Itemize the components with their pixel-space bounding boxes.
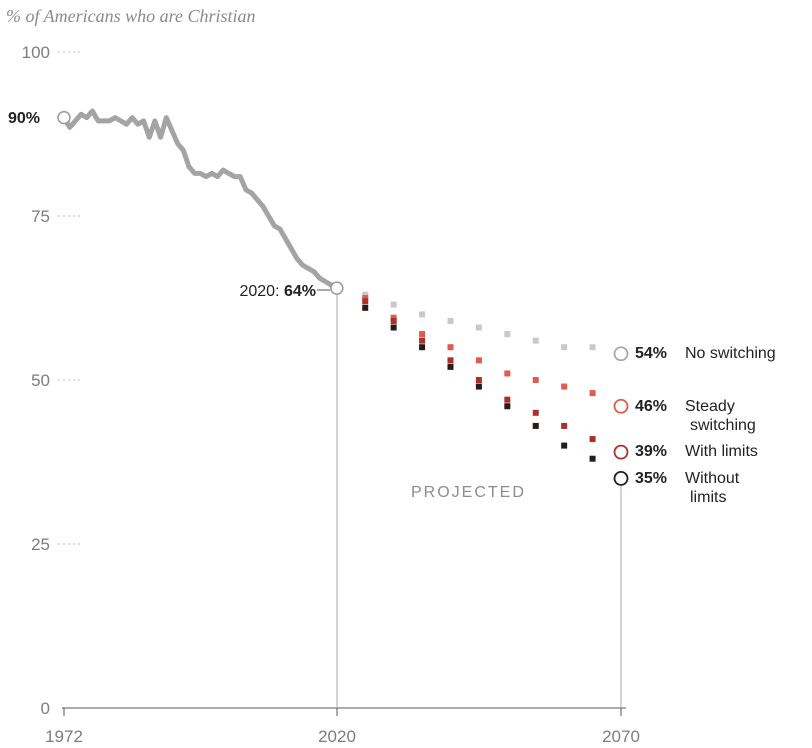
projection-point-no-switching-2050 — [504, 331, 511, 338]
end-marker-steady-switching — [613, 398, 629, 414]
marker-2020 — [330, 281, 344, 295]
projection-point-with-limits-2065 — [589, 436, 596, 443]
projection-point-with-limits-2035 — [419, 337, 426, 344]
x-tick-label-2020: 2020 — [318, 727, 356, 746]
projection-point-without-limits-2065 — [589, 455, 596, 462]
projection-point-without-limits-2030 — [390, 324, 397, 331]
end-value-with-limits: 39% — [635, 443, 667, 460]
projection-point-steady-switching-2065 — [589, 390, 596, 397]
projection-point-without-limits-2055 — [532, 422, 539, 429]
projection-point-no-switching-2025 — [362, 291, 369, 298]
projection-point-with-limits-2060 — [561, 422, 568, 429]
end-value-without-limits: 35% — [635, 470, 667, 487]
projection-point-with-limits-2050 — [504, 396, 511, 403]
x-tick-label-2070: 2070 — [602, 727, 640, 746]
projection-point-without-limits-2060 — [561, 442, 568, 449]
y-tick-label-50: 50 — [31, 371, 50, 390]
projection-point-without-limits-2045 — [475, 383, 482, 390]
projection-point-with-limits-2025 — [362, 298, 369, 305]
projection-point-without-limits-2040 — [447, 363, 454, 370]
series-name-with-limits: With limits — [685, 443, 758, 460]
y-tick-label-25: 25 — [31, 535, 50, 554]
label-2020-value: 64% — [284, 283, 316, 300]
projection-point-no-switching-2035 — [419, 311, 426, 318]
projection-point-no-switching-2060 — [561, 344, 568, 351]
end-marker-no-switching — [613, 346, 629, 362]
y-tick-label-75: 75 — [31, 207, 50, 226]
series-name-no-switching: No switching — [685, 345, 776, 362]
series-name-steady-line1: Steady — [685, 398, 735, 415]
projection-point-steady-switching-2050 — [504, 370, 511, 377]
projection-point-with-limits-2055 — [532, 409, 539, 416]
projection-point-no-switching-2030 — [390, 301, 397, 308]
projection-point-steady-switching-2045 — [475, 357, 482, 364]
end-value-no-switching: 54% — [635, 345, 667, 362]
projection-point-with-limits-2040 — [447, 357, 454, 364]
x-axis: 1972 2020 2070 — [45, 707, 640, 746]
projection-point-without-limits-2035 — [419, 344, 426, 351]
projection-point-steady-switching-2030 — [390, 314, 397, 321]
end-value-steady-switching: 46% — [635, 398, 667, 415]
projection-point-no-switching-2045 — [475, 324, 482, 331]
x-tick-label-1972: 1972 — [45, 727, 83, 746]
label-2020: 2020: 64% — [239, 283, 316, 300]
series-name-steady-line2: switching — [690, 417, 756, 434]
projection-point-steady-switching-2055 — [532, 377, 539, 383]
projection-point-no-switching-2065 — [589, 344, 596, 351]
series-name-without-line1: Without — [685, 470, 740, 487]
projection-point-with-limits-2030 — [390, 317, 397, 324]
projection-point-without-limits-2050 — [504, 403, 511, 410]
label-2020-prefix: 2020: — [239, 283, 283, 300]
projection-point-steady-switching-2060 — [561, 383, 568, 390]
projection-point-steady-switching-2040 — [447, 344, 454, 351]
start-value-label: 90% — [8, 110, 40, 127]
chart-subtitle: % of Americans who are Christian — [6, 6, 256, 26]
start-marker — [57, 110, 71, 125]
projection-point-steady-switching-2025 — [362, 295, 369, 301]
y-tick-label-0: 0 — [41, 699, 50, 718]
end-marker-with-limits — [613, 444, 629, 460]
historical-series-line — [61, 108, 340, 291]
y-tick-label-100: 100 — [22, 43, 50, 62]
projection-point-no-switching-2055 — [532, 337, 539, 344]
projection-point-without-limits-2025 — [362, 304, 369, 311]
projection-point-steady-switching-2035 — [419, 331, 426, 338]
y-axis: 100 75 50 25 0 — [22, 43, 80, 718]
projected-label: PROJECTED — [411, 484, 526, 501]
end-marker-without-limits — [613, 470, 629, 486]
series-name-without-line2: limits — [690, 489, 726, 506]
projection-points — [362, 291, 596, 462]
projection-point-no-switching-2040 — [447, 317, 454, 324]
projection-point-with-limits-2045 — [475, 377, 482, 383]
